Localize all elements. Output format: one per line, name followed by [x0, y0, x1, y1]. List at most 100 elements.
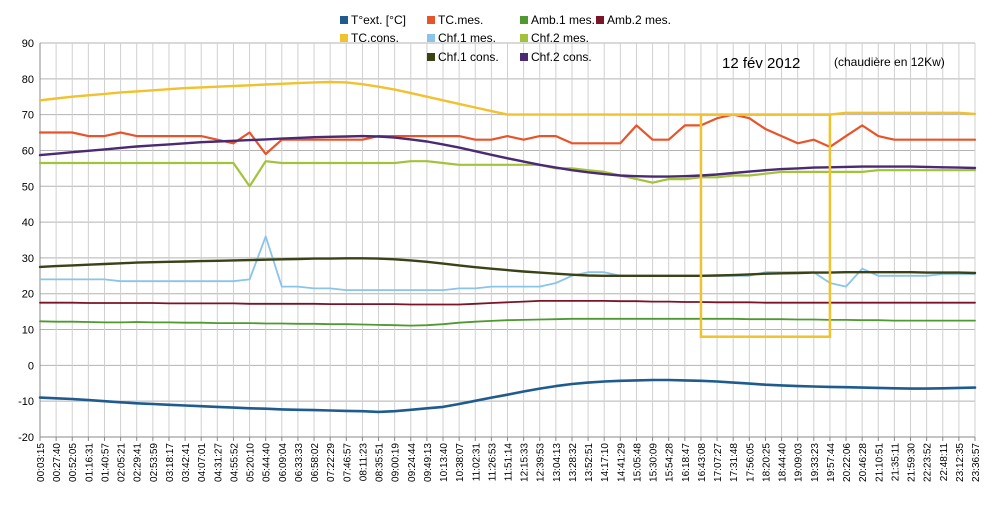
x-axis: 00:03:15 00:27:40 00:52:05 01:16:31 01:40:57…: [36, 436, 982, 482]
x-tick-label: 00:03:15: [36, 443, 47, 482]
legend-item: Chf.2 cons.: [520, 50, 592, 64]
legend-swatch: [520, 53, 528, 61]
data-point: [893, 139, 895, 141]
data-point: [377, 411, 380, 413]
data-point: [974, 319, 976, 322]
data-point: [442, 135, 444, 137]
data-point: [539, 388, 541, 390]
data-point: [506, 394, 509, 396]
data-point: [893, 112, 895, 114]
data-point: [893, 387, 895, 389]
data-point: [926, 275, 928, 277]
data-point: [797, 385, 799, 387]
data-point: [474, 303, 476, 305]
data-point: [716, 274, 718, 277]
data-point: [442, 303, 444, 306]
data-point: [797, 318, 799, 321]
data-point: [265, 83, 267, 86]
data-point: [603, 171, 605, 173]
data-point: [136, 280, 138, 282]
data-point: [587, 381, 589, 384]
data-point: [813, 139, 815, 141]
data-point: [200, 405, 202, 407]
x-tick-label: 20:22:06: [842, 443, 853, 482]
data-point: [200, 141, 202, 143]
data-point: [152, 403, 154, 405]
data-point: [248, 139, 251, 141]
data-point: [232, 162, 235, 164]
data-point: [732, 274, 734, 276]
data-point: [329, 139, 331, 141]
data-point: [377, 86, 380, 88]
data-point: [248, 407, 251, 409]
data-point: [200, 162, 202, 164]
data-point: [506, 269, 509, 271]
data-point: [120, 162, 122, 164]
data-point: [136, 402, 138, 404]
data-point: [958, 167, 960, 169]
data-point: [861, 386, 863, 389]
y-tick-label: 10: [22, 325, 34, 337]
data-point: [523, 270, 525, 273]
data-point: [442, 162, 444, 164]
data-point: [265, 322, 267, 325]
data-point: [377, 162, 380, 164]
data-point: [651, 379, 654, 381]
data-point: [152, 89, 154, 91]
data-point: [926, 112, 928, 114]
data-point: [120, 321, 122, 323]
x-tick-label: 14:17:10: [600, 443, 611, 482]
data-point: [619, 114, 621, 116]
data-point: [845, 112, 847, 114]
data-point: [861, 124, 863, 126]
x-tick-label: 03:42:41: [181, 443, 192, 482]
data-point: [587, 142, 589, 144]
data-point: [216, 302, 218, 304]
data-point: [394, 410, 396, 412]
annotation-box: [699, 113, 832, 338]
data-point: [345, 81, 347, 83]
data-point: [281, 322, 283, 325]
x-tick-label: 05:44:40: [262, 443, 273, 482]
x-tick-label: 21:59:30: [907, 443, 918, 482]
data-point: [651, 114, 654, 116]
data-point: [748, 273, 750, 275]
data-point: [571, 169, 573, 171]
data-point: [764, 318, 767, 320]
data-point: [877, 275, 879, 277]
data-point: [909, 319, 912, 322]
data-point: [361, 257, 364, 259]
data-point: [87, 278, 89, 280]
data-point: [361, 162, 364, 164]
data-point: [87, 302, 89, 304]
data-point: [780, 171, 783, 173]
data-point: [410, 409, 412, 411]
x-tick-label: 21:10:51: [874, 443, 885, 482]
data-point: [764, 302, 767, 304]
data-point: [764, 173, 767, 175]
data-point: [442, 323, 444, 325]
data-point: [587, 274, 589, 277]
data-point: [845, 386, 847, 388]
data-point: [458, 403, 460, 405]
data-point: [651, 139, 654, 141]
data-point: [893, 275, 895, 277]
data-point: [248, 131, 251, 134]
data-point: [684, 114, 686, 116]
data-point: [297, 137, 299, 139]
data-point: [377, 303, 380, 305]
data-point: [71, 398, 73, 400]
data-point: [216, 406, 218, 408]
data-point: [184, 260, 186, 263]
data-point: [281, 303, 283, 305]
data-point: [281, 258, 283, 260]
data-point: [651, 318, 654, 320]
data-point: [603, 300, 605, 302]
data-point: [39, 320, 41, 322]
data-point: [506, 164, 509, 166]
data-point: [55, 131, 57, 134]
x-tick-label: 00:27:40: [52, 443, 63, 482]
data-point: [184, 142, 186, 144]
data-point: [248, 322, 251, 324]
